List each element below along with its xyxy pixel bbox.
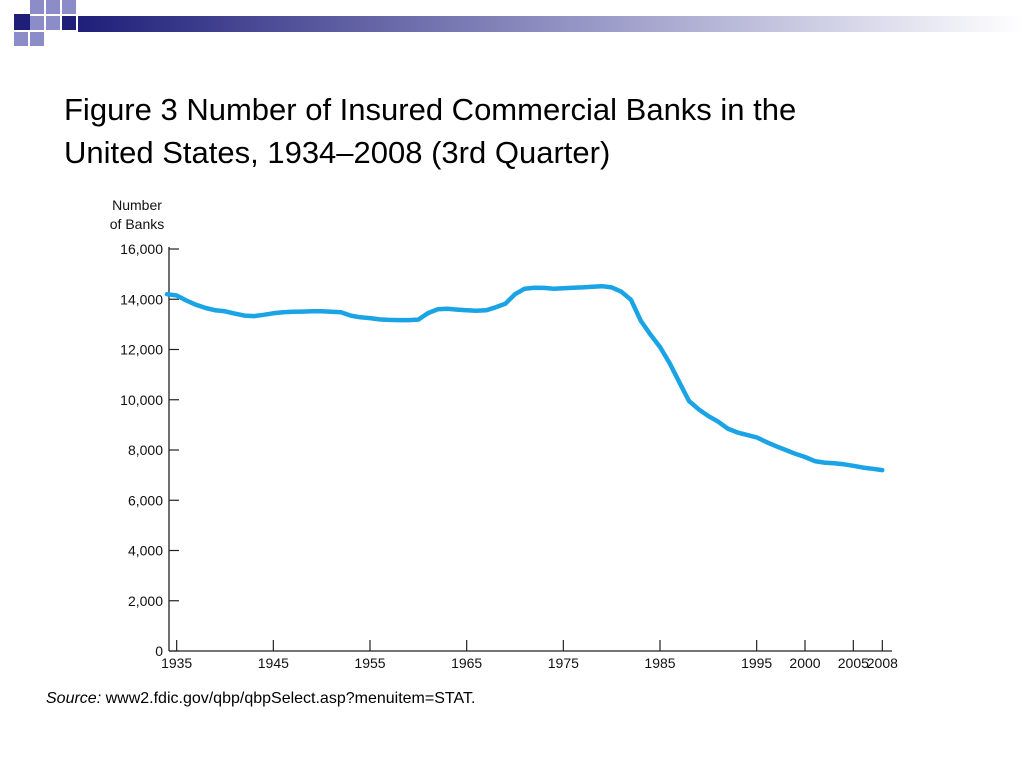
slide-title: Figure 3 Number of Insured Commercial Ba… <box>64 88 964 174</box>
y-tick-label: 2,000 <box>128 593 163 609</box>
x-tick-label: 1985 <box>644 655 675 671</box>
y-tick-label: 8,000 <box>128 442 163 458</box>
x-tick-label: 2005 <box>838 655 869 671</box>
slide-title-line-2: United States, 1934–2008 (3rd Quarter) <box>64 135 611 170</box>
y-axis-label-line: Number <box>112 197 162 213</box>
x-tick-label: 2000 <box>789 655 820 671</box>
y-tick-label: 4,000 <box>128 543 163 559</box>
x-tick-label: 1975 <box>548 655 579 671</box>
x-tick-label: 1965 <box>451 655 482 671</box>
bank-count-series-line <box>164 283 885 473</box>
x-tick-label: 1945 <box>258 655 289 671</box>
source-citation: Source: www2.fdic.gov/qbp/qbpSelect.asp?… <box>46 690 475 708</box>
source-label: Source: <box>46 690 102 707</box>
source-url: www2.fdic.gov/qbp/qbpSelect.asp?menuitem… <box>101 690 476 707</box>
y-tick-label: 0 <box>155 643 163 659</box>
y-tick-label: 12,000 <box>120 342 163 358</box>
y-tick-label: 10,000 <box>120 392 163 408</box>
slide-title-line-1: Figure 3 Number of Insured Commercial Ba… <box>64 92 797 127</box>
y-tick-label: 6,000 <box>128 492 163 508</box>
x-tick-label: 2008 <box>867 655 898 671</box>
x-tick-label: 1995 <box>741 655 772 671</box>
y-tick-label: 14,000 <box>120 291 163 307</box>
y-tick-label: 16,000 <box>120 241 163 257</box>
slide-header-decoration <box>13 0 1024 46</box>
x-tick-label: 1955 <box>354 655 385 671</box>
x-tick-label: 1935 <box>161 655 192 671</box>
y-axis-label-line: of Banks <box>110 216 164 232</box>
